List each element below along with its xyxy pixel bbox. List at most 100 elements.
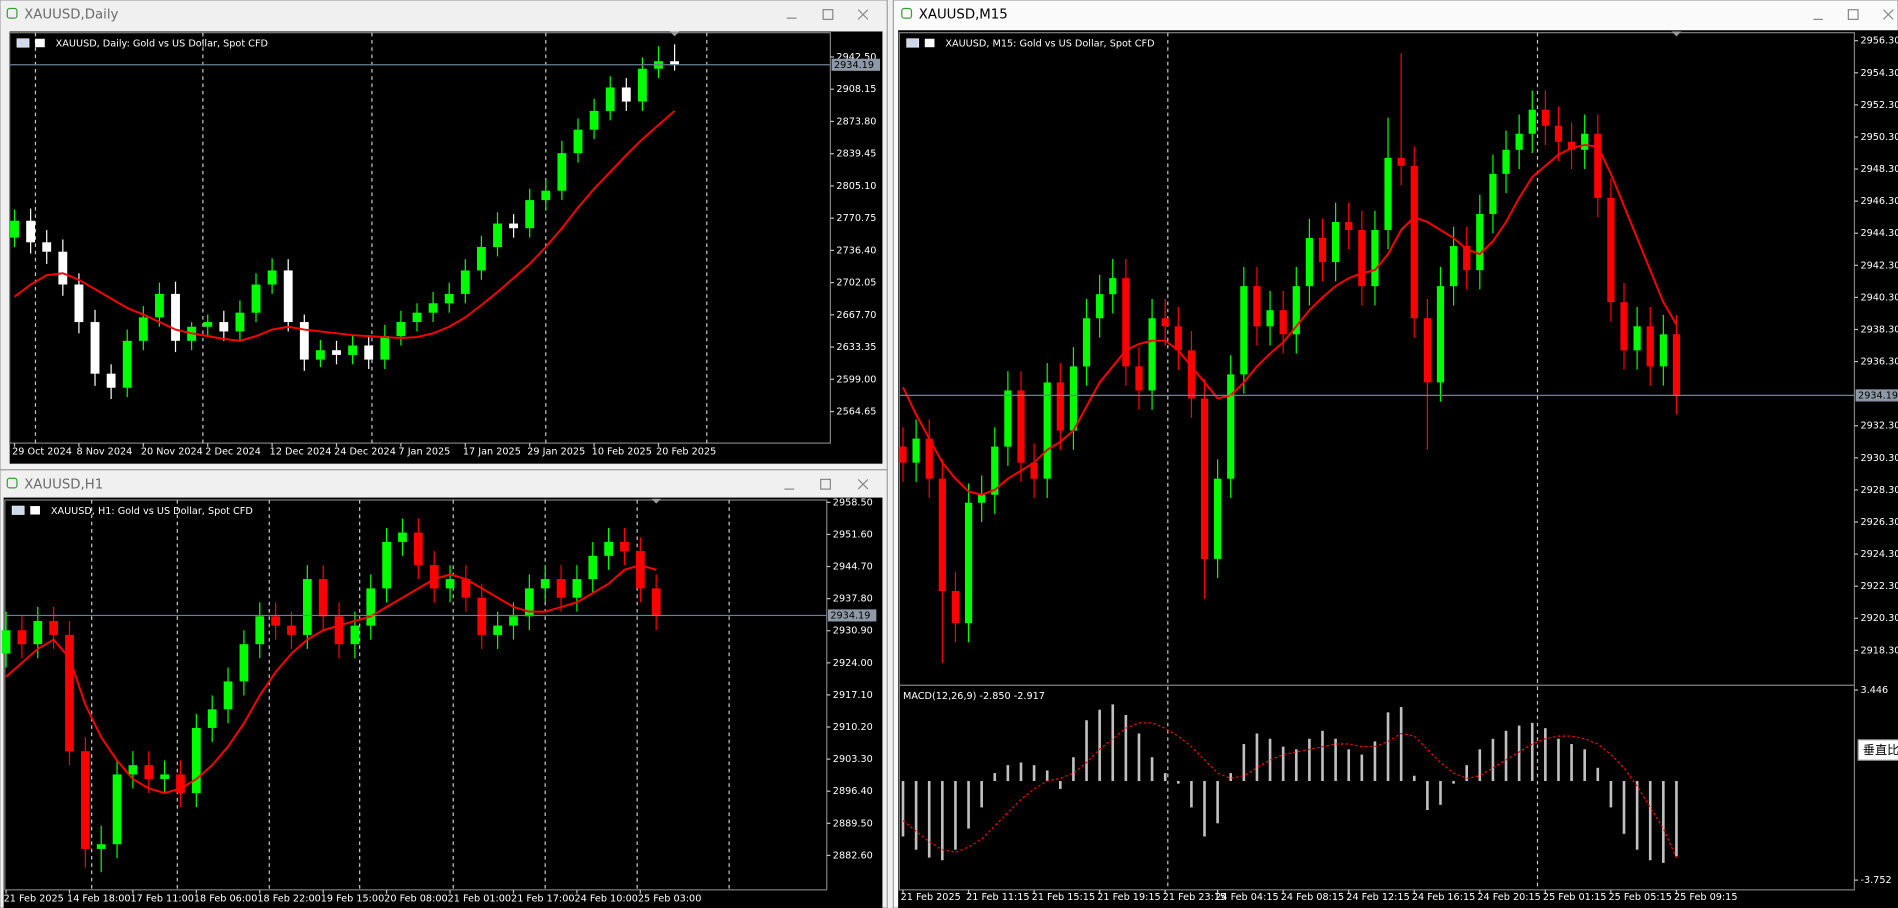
macd-bar [1045,770,1049,782]
candle-body [65,634,74,752]
candle-body [572,579,582,598]
y-tick-label: 2873.80 [836,116,876,127]
candle-body [1292,286,1300,335]
macd-bar [1176,781,1180,784]
y-tick-label: 2910.20 [833,722,873,733]
macd-bar [1570,744,1573,782]
candle-body [366,588,376,626]
chart-title: XAUUSD, M15: Gold vs US Dollar, Spot CFD [945,39,1154,50]
macd-bar [1583,749,1586,782]
candle-body [171,293,180,341]
window-controls[interactable] [784,478,869,490]
macd-bar [1491,738,1495,782]
candle-body [964,502,973,624]
y-tick-label: 2936.30 [1860,357,1898,368]
window-controls[interactable] [1813,9,1894,20]
candle-body [1607,197,1615,303]
candle-body [524,588,534,617]
candle-body [235,312,245,332]
macd-bar [941,781,944,861]
moving-average [902,144,1678,496]
y-tick-label: 2950.30 [1860,132,1898,143]
candle-body [1659,334,1667,367]
close-button[interactable] [857,478,869,490]
window-title: XAUUSD,M15 [919,8,1008,23]
macd-bar [1426,781,1429,811]
y-tick-label: 2736.40 [836,245,876,256]
macd-bar [1662,781,1665,863]
candle-body [42,242,52,252]
x-tick-label: 21 Feb 11:15 [966,892,1029,903]
candle-body [556,579,566,598]
candle-body [444,293,454,304]
y-tick-label: 2938.30 [1860,324,1898,335]
x-tick-label: 8 Nov 2024 [77,447,133,458]
moving-average [5,564,657,795]
candle-body [912,438,920,463]
macd-bar [1386,712,1390,782]
candle-body [203,322,213,327]
chart-title: XAUUSD, H1: Gold vs US Dollar, Spot CFD [51,506,253,517]
symbol-flag [11,505,25,515]
candle-body [122,340,132,388]
macd-bar [1557,738,1560,782]
y-tick-label: 2633.35 [836,342,876,353]
macd-bar [1504,730,1508,782]
window-icon [6,477,18,489]
close-button[interactable] [1883,9,1894,20]
candle-body [1567,141,1576,150]
candle-body [1122,278,1130,367]
macd-bar [1530,722,1534,782]
candle-body [348,345,358,355]
y-tick-label: 2930.90 [833,626,873,637]
x-tick-label: 25 Feb 05:15 [1608,892,1671,903]
macd-bar [1032,765,1036,782]
candle-body [334,616,344,645]
candle-body [951,590,960,624]
candle-body [925,438,933,479]
candle-body [1004,390,1012,447]
candle-body [509,223,519,229]
price-label: 2934.19 [834,60,874,71]
macd-bar [1517,725,1521,782]
macd-bar [1019,762,1023,782]
candle-body [1397,157,1405,166]
macd-bar [1544,728,1547,782]
candle-body [1,630,11,654]
macd-bar [1085,720,1088,782]
symbol-icon [35,38,45,48]
x-tick-label: 21 Feb 15:15 [1032,892,1095,903]
window-controls[interactable] [786,9,869,20]
maximize-button[interactable] [820,478,831,490]
candle-body [176,774,185,794]
y-tick-label: 2903.30 [833,754,873,765]
candle-body [445,579,455,589]
candle-body [1528,109,1536,134]
candle-body [1449,246,1458,287]
x-tick-label: 18 Feb 22:00 [257,893,320,904]
y-tick-label: 2951.60 [833,529,873,540]
macd-bar [1059,781,1062,789]
maximize-button[interactable] [1847,9,1859,20]
candle-body [1056,382,1064,431]
candle-body [90,322,100,374]
candle-body [80,751,90,849]
x-tick-label: 12 Dec 2024 [270,447,332,458]
macd-bar [1373,741,1377,782]
close-button[interactable] [857,9,869,20]
y-tick-label: 2954.30 [1860,68,1898,79]
y-tick-label: 2932.30 [1860,421,1898,432]
candle-body [1069,366,1078,431]
x-tick-label: 20 Nov 2024 [141,447,203,458]
candle-body [637,68,647,102]
maximize-button[interactable] [822,9,834,20]
candle-body [978,494,986,503]
macd-bar [1098,709,1101,782]
macd-bar [1308,738,1311,782]
macd-bar [1281,746,1285,782]
candle-body [49,620,58,635]
candle-body [604,541,613,556]
candle-body [271,616,280,626]
y-tick-label: -3.752 [1860,875,1891,886]
